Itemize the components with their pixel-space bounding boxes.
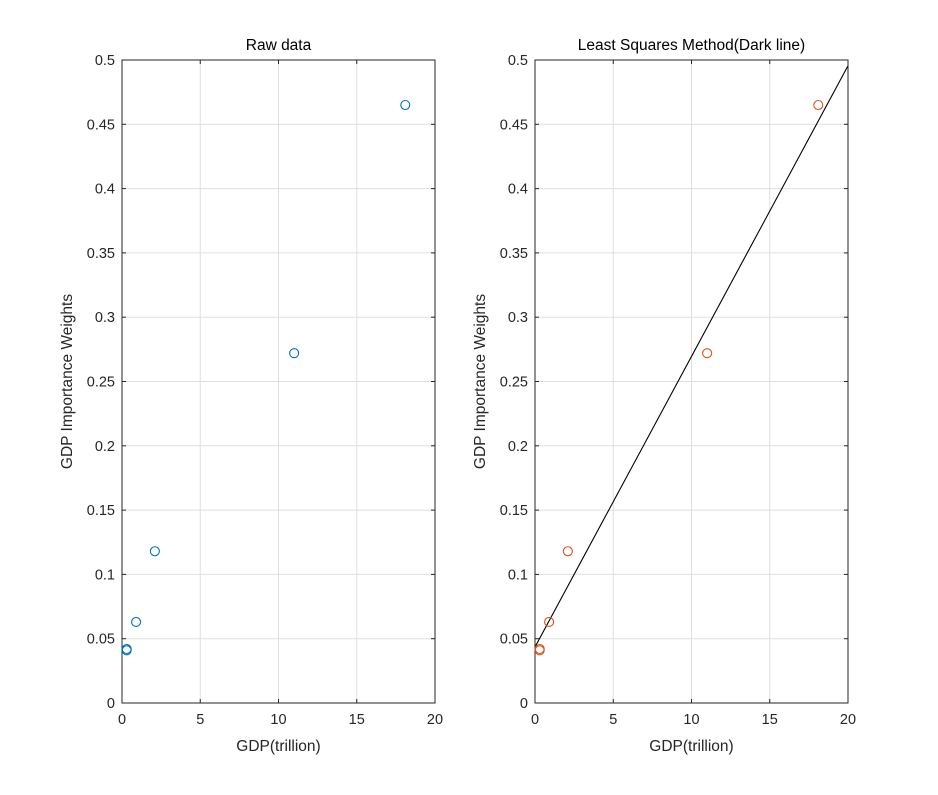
- least-squares-y-tick-label: 0.45: [500, 117, 528, 133]
- raw-data-y-tick-label: 0.3: [95, 310, 115, 326]
- raw-data-data-point: [149, 546, 160, 557]
- least-squares-y-tick-label: 0.25: [500, 375, 528, 391]
- raw-data-y-axis-label: GDP Importance Weights: [59, 294, 76, 469]
- least-squares-y-tick-label: 0.2: [508, 439, 528, 455]
- least-squares-y-tick-label: 0.15: [500, 503, 528, 519]
- least-squares-data-point: [562, 546, 573, 557]
- least-squares-x-tick-label: 10: [683, 712, 699, 728]
- raw-data-x-tick-label: 20: [427, 712, 443, 728]
- raw-data-y-tick-label: 0.35: [87, 246, 115, 262]
- raw-data-y-tick-label: 0.15: [87, 503, 115, 519]
- least-squares-y-tick-label: 0.05: [500, 632, 528, 648]
- raw-data-subplot: Raw data GDP(trillion) GDP Importance We…: [59, 37, 443, 755]
- least-squares-y-axis-label: GDP Importance Weights: [472, 294, 489, 469]
- raw-data-data-point: [121, 645, 132, 656]
- least-squares-y-tick-label: 0.3: [508, 310, 528, 326]
- raw-data-y-tick-label: 0.05: [87, 632, 115, 648]
- least-squares-y-tick-label: 0.5: [508, 53, 528, 69]
- raw-data-title: Raw data: [246, 37, 312, 54]
- raw-data-data-point: [289, 348, 300, 359]
- least-squares-y-tick-label: 0.4: [508, 182, 528, 198]
- least-squares-x-tick-label: 15: [762, 712, 778, 728]
- raw-data-y-tick-label: 0.4: [95, 182, 115, 198]
- raw-data-y-tick-label: 0.45: [87, 117, 115, 133]
- raw-data-y-tick-label: 0.25: [87, 375, 115, 391]
- raw-data-data-point: [400, 99, 411, 111]
- least-squares-fit-line: [534, 65, 849, 648]
- raw-data-y-tick-label: 0: [107, 696, 115, 712]
- least-squares-x-tick-label: 0: [531, 712, 539, 728]
- least-squares-subplot: Least Squares Method(Dark line) GDP(tril…: [472, 37, 856, 755]
- raw-data-x-tick-label: 5: [196, 712, 204, 728]
- least-squares-data-point: [534, 645, 545, 656]
- least-squares-x-tick-label: 5: [609, 712, 617, 728]
- least-squares-y-tick-label: 0.35: [500, 246, 528, 262]
- least-squares-data-point: [702, 348, 713, 359]
- least-squares-y-tick-label: 0: [520, 696, 528, 712]
- raw-data-y-tick-label: 0.5: [95, 53, 115, 69]
- least-squares-data-point: [813, 99, 824, 111]
- raw-data-x-tick-label: 10: [270, 712, 286, 728]
- raw-data-y-tick-label: 0.2: [95, 439, 115, 455]
- least-squares-y-tick-label: 0.1: [508, 567, 528, 583]
- least-squares-x-axis-label: GDP(trillion): [649, 738, 733, 755]
- raw-data-x-axis-label: GDP(trillion): [236, 738, 320, 755]
- raw-data-x-tick-label: 15: [349, 712, 365, 728]
- raw-data-x-tick-label: 0: [118, 712, 126, 728]
- raw-data-y-tick-label: 0.1: [95, 567, 115, 583]
- least-squares-title: Least Squares Method(Dark line): [578, 37, 805, 54]
- least-squares-data-point: [544, 616, 555, 628]
- least-squares-x-tick-label: 20: [840, 712, 856, 728]
- raw-data-data-point: [131, 616, 142, 628]
